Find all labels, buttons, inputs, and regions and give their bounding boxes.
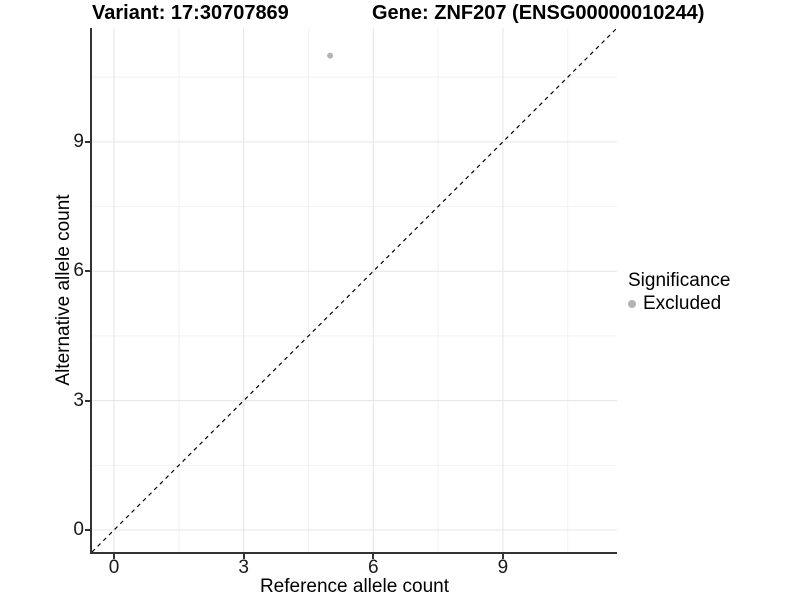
y-tick-label: 3 (73, 389, 84, 411)
x-tick-mark (242, 554, 245, 559)
x-tick-label: 6 (367, 557, 379, 578)
legend-item-label: Excluded (643, 293, 722, 314)
legend: Significance Excluded (628, 270, 730, 315)
legend-item-excluded: Excluded (628, 293, 730, 315)
plot-panel (92, 28, 617, 552)
y-axis-title: Alternative allele count (53, 194, 74, 386)
x-tick-label: 3 (238, 557, 249, 578)
x-tick-mark (113, 554, 116, 559)
y-tick-mark (85, 140, 90, 143)
identity-reference-line (92, 28, 617, 552)
x-tick-mark (501, 554, 504, 559)
plot-area-svg (92, 28, 617, 552)
y-tick-mark (85, 399, 90, 402)
data-point (327, 52, 334, 59)
y-axis-line (90, 28, 92, 554)
y-tick-label: 6 (73, 260, 84, 282)
y-tick-mark (85, 529, 90, 531)
legend-point-icon (628, 300, 636, 308)
x-axis-title: Reference allele count (259, 576, 450, 597)
legend-title: Significance (628, 270, 731, 291)
y-tick-label: 9 (73, 130, 84, 152)
plot-title-variant: Variant: 17:30707869 (92, 2, 289, 24)
x-tick-label: 0 (108, 557, 120, 578)
y-tick-mark (85, 270, 90, 273)
x-tick-mark (372, 554, 375, 559)
x-axis-line (90, 552, 617, 554)
y-tick-label: 0 (73, 519, 84, 540)
x-tick-label: 9 (497, 557, 509, 578)
plot-title-gene: Gene: ZNF207 (ENSG00000010244) (372, 2, 705, 24)
